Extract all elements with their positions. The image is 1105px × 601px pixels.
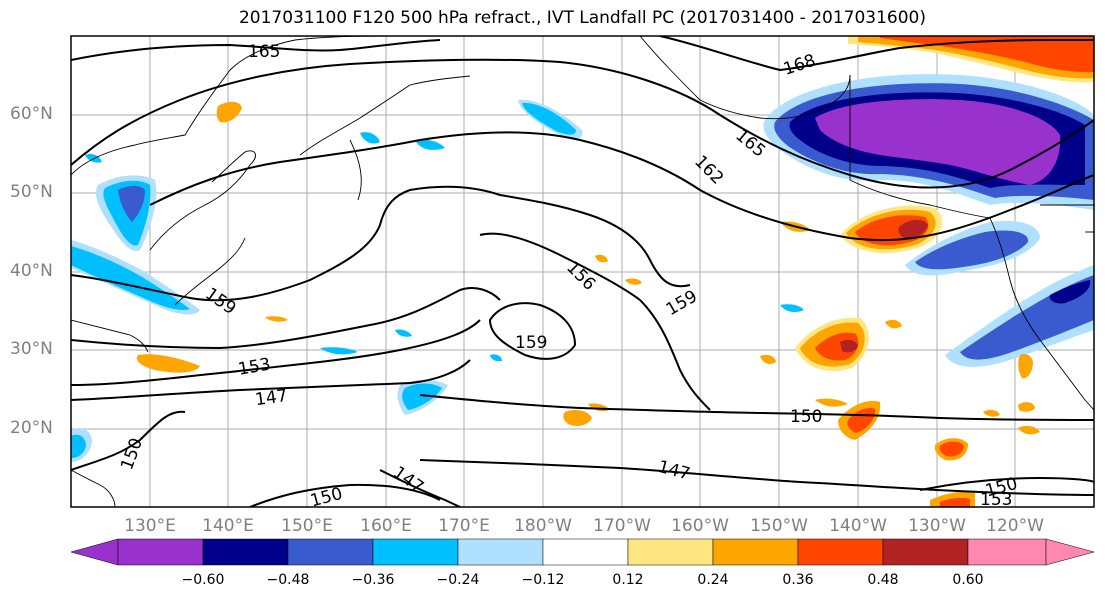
contour-label: 153 — [980, 490, 1012, 510]
contour-label: 147 — [254, 386, 289, 410]
lat-label: 60°N — [10, 104, 53, 124]
colorbar-segment — [457, 538, 544, 566]
lon-label: 180°W — [514, 516, 572, 536]
colorbar-segment — [712, 538, 799, 566]
lon-label: 140°E — [202, 516, 254, 536]
negative-anomaly-alaska — [763, 74, 1094, 210]
contour-label: 159 — [515, 333, 547, 353]
height-contours — [71, 36, 1094, 507]
colorbar-segment — [287, 538, 374, 566]
colorbar-segment — [882, 538, 969, 566]
colorbar-tick-label: −0.12 — [521, 572, 565, 588]
colorbar-segment — [117, 538, 204, 566]
lat-label: 20°N — [10, 418, 53, 438]
colorbar-segment — [70, 538, 119, 566]
contour-label: 150 — [790, 407, 822, 427]
lat-label: 30°N — [10, 339, 53, 359]
colorbar-segment — [372, 538, 459, 566]
contour-label: 165 — [248, 42, 280, 62]
lon-label: 170°E — [438, 516, 490, 536]
colorbar-segment — [627, 538, 714, 566]
colorbar-tick-label: 0.12 — [612, 572, 644, 588]
lon-label: 140°W — [829, 516, 887, 536]
negative-anomaly-west — [71, 99, 804, 462]
lon-label: 150°E — [281, 516, 333, 536]
colorbar-segment — [202, 538, 289, 566]
lon-label: 160°W — [671, 516, 729, 536]
colorbar — [70, 538, 1095, 566]
lat-label: 40°N — [10, 261, 53, 281]
map-frame — [70, 35, 1095, 508]
colorbar-tick-label: −0.60 — [181, 572, 225, 588]
lat-label: 50°N — [10, 182, 53, 202]
colorbar-tick-label: 0.48 — [867, 572, 899, 588]
colorbar-tick-label: 0.24 — [697, 572, 729, 588]
colorbar-tick-label: 0.36 — [782, 572, 814, 588]
colorbar-segment — [542, 538, 629, 566]
lon-label: 150°W — [750, 516, 808, 536]
colorbar-segment — [1045, 538, 1095, 566]
lon-label: 130°E — [124, 516, 176, 536]
colorbar-tick-label: 0.60 — [952, 572, 984, 588]
colorbar-tick-label: −0.36 — [351, 572, 395, 588]
lon-label: 130°W — [908, 516, 966, 536]
figure-title: 2017031100 F120 500 hPa refract., IVT La… — [238, 8, 926, 28]
colorbar-tick-label: −0.24 — [436, 572, 480, 588]
lon-label: 120°W — [986, 516, 1044, 536]
colorbar-tick-label: −0.48 — [266, 572, 310, 588]
colorbar-segment — [797, 538, 884, 566]
lon-label: 160°E — [360, 516, 412, 536]
negative-anomaly-nw-us — [905, 220, 1094, 367]
lon-label: 170°W — [593, 516, 651, 536]
colorbar-segment — [967, 538, 1047, 566]
